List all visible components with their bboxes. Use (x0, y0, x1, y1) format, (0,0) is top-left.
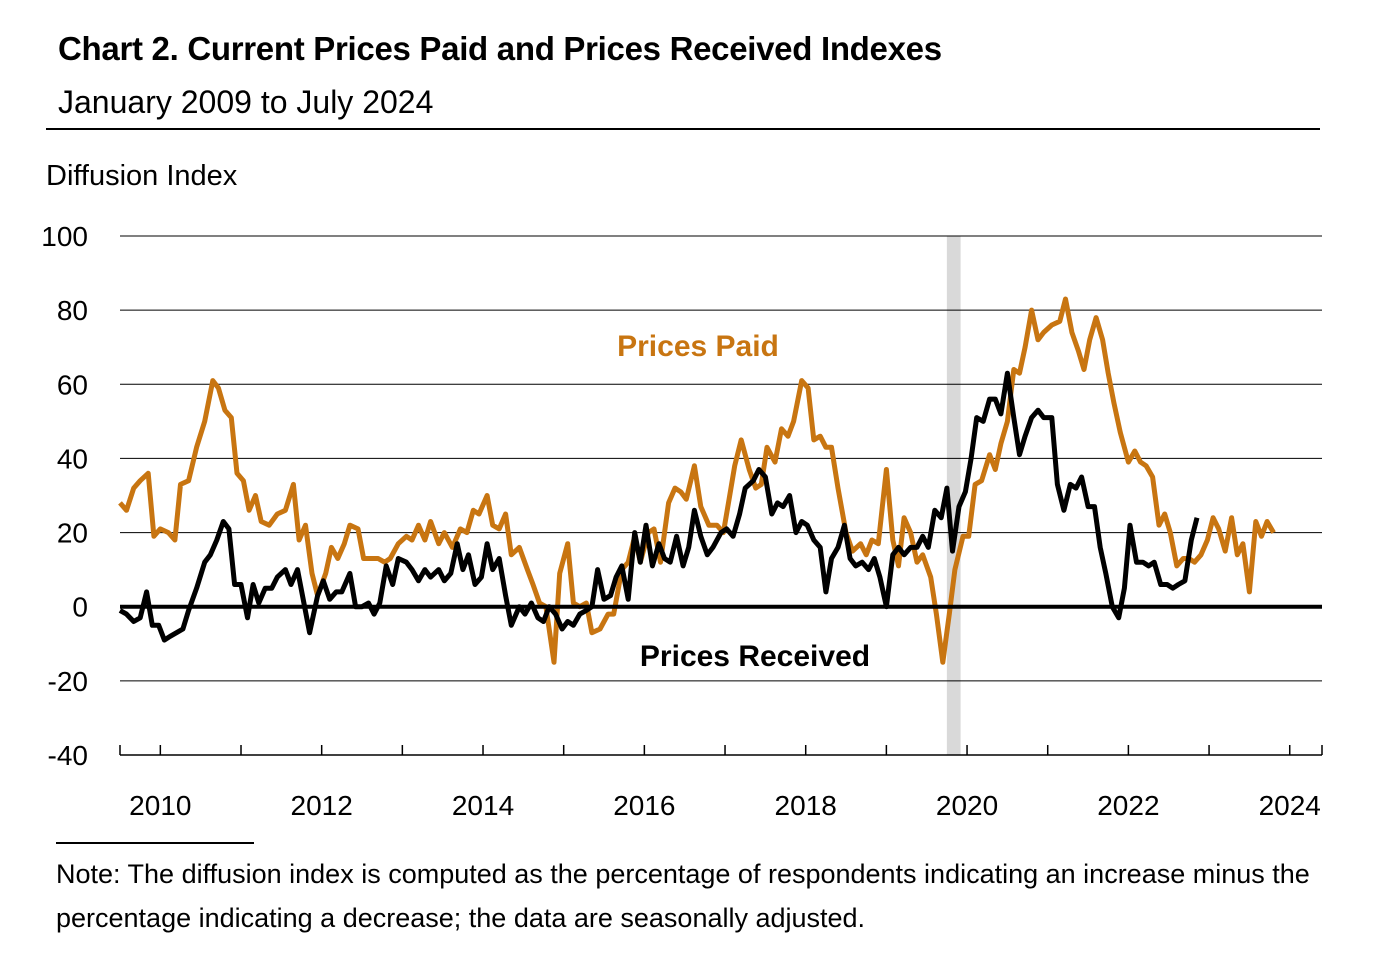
y-tick-label: 20 (57, 518, 88, 549)
x-tick-label: 2012 (291, 790, 353, 821)
x-tick-label: 2018 (775, 790, 837, 821)
series-line-prices-received (118, 370, 1200, 643)
series-label-prices-paid: Prices Paid (617, 330, 779, 363)
chart-subtitle: January 2009 to July 2024 (58, 84, 434, 120)
chart-note: Note: The diffusion index is computed as… (56, 859, 1310, 933)
x-tick-label: 2020 (936, 790, 998, 821)
x-tick-label: 2022 (1097, 790, 1159, 821)
y-tick-label: 60 (57, 369, 88, 400)
y-tick-label: -40 (48, 740, 88, 771)
x-tick-label: 2014 (452, 790, 514, 821)
y-tick-label: 80 (57, 295, 88, 326)
x-tick-label: 2010 (129, 790, 191, 821)
title-rule (46, 128, 1320, 130)
y-tick-label: 0 (72, 592, 88, 623)
y-tick-label: 40 (57, 443, 88, 474)
chart-title: Chart 2. Current Prices Paid and Prices … (58, 30, 942, 67)
note-rule (56, 842, 254, 844)
y-tick-label: -20 (48, 666, 88, 697)
x-tick-label: 2024 (1259, 790, 1321, 821)
x-tick-label: 2016 (613, 790, 675, 821)
y-tick-label: 100 (41, 221, 88, 252)
y-axis-label: Diffusion Index (46, 160, 238, 192)
series-label-prices-received: Prices Received (640, 640, 870, 673)
